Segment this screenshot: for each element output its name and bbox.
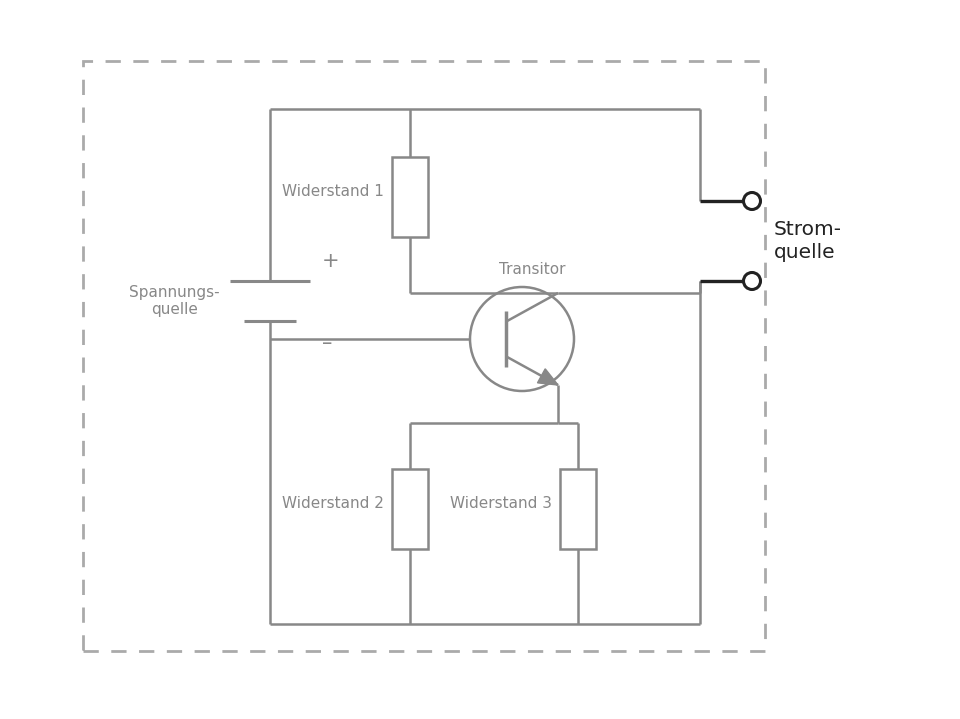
Text: Widerstand 2: Widerstand 2 (282, 497, 384, 511)
Text: Spannungs-
quelle: Spannungs- quelle (130, 285, 220, 317)
Bar (392, 469, 428, 549)
Text: Strom-
quelle: Strom- quelle (774, 220, 842, 262)
Bar (83, 61, 765, 651)
Text: Widerstand 1: Widerstand 1 (282, 185, 384, 199)
Text: Widerstand 3: Widerstand 3 (450, 497, 552, 511)
Text: Transitor: Transitor (499, 262, 565, 277)
Bar (560, 469, 596, 549)
Circle shape (743, 193, 760, 209)
Polygon shape (538, 369, 558, 385)
Text: –: – (322, 333, 332, 353)
Circle shape (743, 273, 760, 290)
Text: +: + (322, 251, 340, 271)
Bar (392, 157, 428, 237)
